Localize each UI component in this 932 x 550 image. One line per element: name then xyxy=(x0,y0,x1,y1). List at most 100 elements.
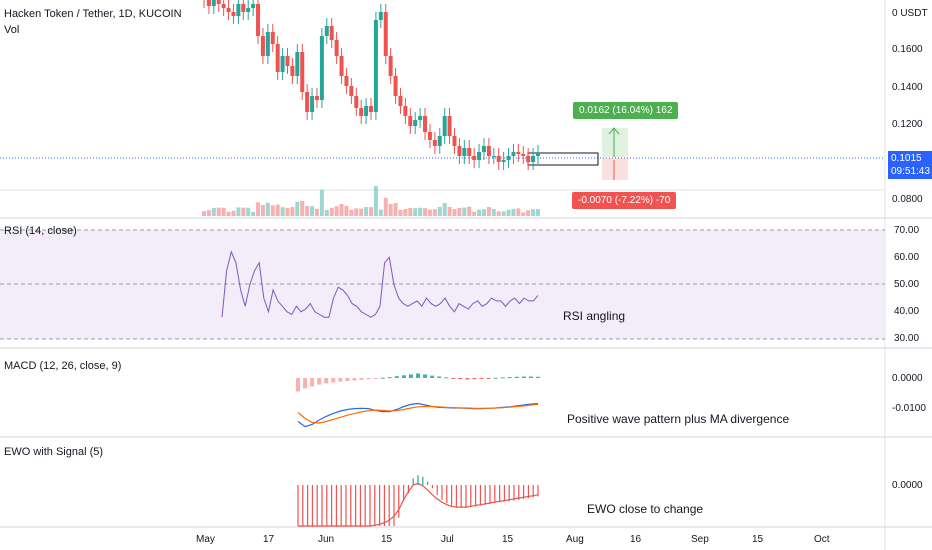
candle-body xyxy=(393,76,398,96)
macd-histogram-bar xyxy=(472,378,477,380)
macd-histogram-bar xyxy=(451,378,456,379)
volume-bar xyxy=(383,197,388,216)
volume-bar xyxy=(467,206,472,216)
currency-label[interactable]: 0 USDT xyxy=(892,8,928,19)
candle-body xyxy=(521,154,526,156)
chart-title: Hacken Token / Tether, 1D, KUCOIN xyxy=(4,8,182,20)
time-label: 16 xyxy=(630,534,642,545)
ewo-bar xyxy=(403,485,405,502)
candle-body xyxy=(324,26,329,36)
candle-body xyxy=(300,52,305,92)
macd-histogram-bar xyxy=(408,374,413,378)
profit-zone[interactable] xyxy=(602,128,628,157)
candle-body xyxy=(398,96,403,106)
ewo-signal-line xyxy=(298,482,539,527)
candle-body xyxy=(260,36,265,56)
volume-bar xyxy=(359,208,364,216)
candle-body xyxy=(334,40,339,56)
ewo-bar xyxy=(460,485,462,508)
current-price-tag: 0.1015 09:51:43 xyxy=(888,151,932,179)
volume-bar xyxy=(531,209,536,216)
ewo-bar xyxy=(494,485,496,504)
volume-bar xyxy=(393,203,398,216)
candle-body xyxy=(211,0,216,6)
candle-body xyxy=(442,116,447,136)
macd-histogram-bar xyxy=(514,376,519,378)
candle-body xyxy=(251,4,256,8)
candlestick-series xyxy=(203,0,540,170)
ewo-bar xyxy=(302,485,304,526)
macd-tick: 0.0000 xyxy=(892,373,923,384)
volume-bar xyxy=(388,204,393,216)
volume-bar xyxy=(270,205,275,216)
macd-histogram-bar xyxy=(324,378,329,384)
volume-bar xyxy=(256,202,261,216)
volume-bar xyxy=(290,207,295,216)
ewo-annotation[interactable]: EWO close to change xyxy=(587,502,704,516)
macd-histogram-bar xyxy=(380,377,385,379)
macd-histogram-bar xyxy=(507,377,512,379)
volume-bar xyxy=(516,208,521,216)
volume-bar xyxy=(221,207,226,216)
macd-histogram-bar xyxy=(536,376,540,378)
candle-body xyxy=(275,44,280,72)
candle-body xyxy=(506,156,511,160)
candle-body xyxy=(403,106,408,116)
volume-bar xyxy=(481,209,486,216)
macd-histogram-bar xyxy=(423,374,428,378)
time-label: May xyxy=(196,534,215,545)
macd-histogram-bar xyxy=(458,378,463,380)
candle-body xyxy=(310,96,315,112)
macd-histogram-bar xyxy=(528,376,533,378)
macd-title: MACD (12, 26, close, 9) xyxy=(4,360,122,372)
volume-bar xyxy=(339,204,344,216)
candle-body xyxy=(339,56,344,76)
rsi-title: RSI (14, close) xyxy=(4,225,77,237)
ewo-bar xyxy=(345,485,347,526)
profit-label: 0.0162 (16.04%) 162 xyxy=(573,102,679,119)
rsi-annotation[interactable]: RSI angling xyxy=(563,309,626,323)
candle-body xyxy=(467,148,472,156)
ewo-title: EWO with Signal (5) xyxy=(4,446,104,458)
macd-histogram-bar xyxy=(521,376,526,378)
candle-body xyxy=(285,56,290,66)
time-label: 17 xyxy=(263,534,275,545)
macd-histogram-bar xyxy=(373,378,378,379)
volume-bar xyxy=(310,206,315,216)
ewo-bar xyxy=(527,485,529,499)
loss-zone[interactable] xyxy=(602,158,628,180)
ewo-bar xyxy=(470,485,472,508)
rsi-tick: 30.00 xyxy=(894,333,920,344)
time-label: Jun xyxy=(318,534,335,545)
candle-body xyxy=(226,8,231,12)
ewo-bar xyxy=(355,485,357,526)
ewo-bar xyxy=(359,485,361,526)
volume-bar xyxy=(364,207,369,216)
ewo-bar xyxy=(316,485,318,526)
price-tick: 0.1400 xyxy=(892,82,923,93)
volume-series xyxy=(202,186,540,216)
time-label: Sep xyxy=(691,534,709,545)
candle-body xyxy=(408,116,413,126)
volume-bar xyxy=(432,209,437,216)
volume-bar xyxy=(211,208,216,216)
ewo-bar xyxy=(307,485,309,526)
candle-body xyxy=(221,4,226,8)
macd-histogram-bar xyxy=(331,378,336,383)
macd-tick: -0.0100 xyxy=(892,403,926,414)
ewo-bar xyxy=(427,481,429,485)
candle-body xyxy=(496,156,501,162)
volume-bar xyxy=(413,208,418,216)
volume-bar xyxy=(472,211,477,216)
candle-body xyxy=(280,56,285,72)
volume-bar xyxy=(427,209,432,216)
ewo-bar xyxy=(311,485,313,526)
volume-bar xyxy=(216,207,221,216)
volume-bar xyxy=(442,203,447,216)
candle-body xyxy=(437,136,442,146)
volume-bar xyxy=(378,209,383,216)
macd-histogram-bar xyxy=(387,377,392,379)
volume-bar xyxy=(280,207,285,216)
macd-annotation[interactable]: Positive wave pattern plus MA divergence xyxy=(567,412,790,426)
